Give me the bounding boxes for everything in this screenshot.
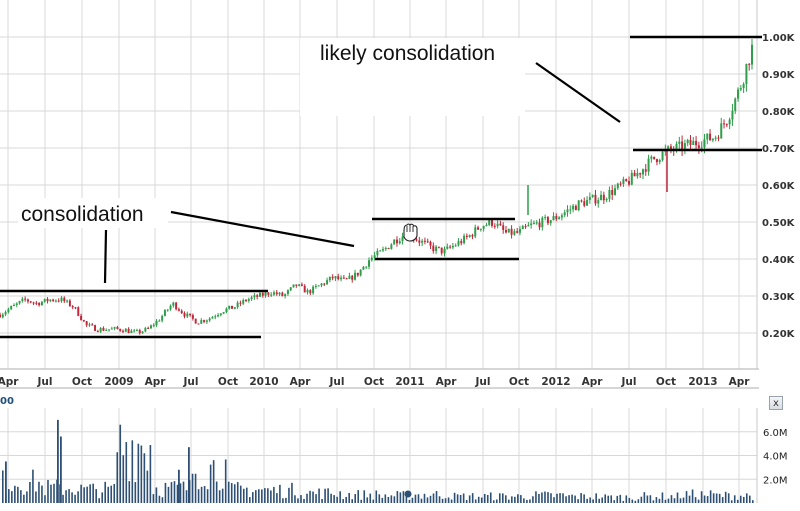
- x-tick-label: Oct: [72, 376, 92, 388]
- pointer-line-right: [170, 210, 355, 248]
- x-tick-label: 2012: [541, 376, 570, 388]
- y-tick-label: 0.80K: [762, 107, 796, 118]
- y-tick-label: 0.30K: [762, 292, 796, 303]
- pointer-line-likely: [535, 62, 621, 123]
- volume-y-axis: 6.0M 4.0M 2.0M: [763, 428, 788, 487]
- pointer-line-down: [103, 229, 108, 284]
- x-tick-label: Apr: [436, 376, 458, 388]
- x-tick-label: Oct: [509, 376, 529, 388]
- y-tick-label: 1.00K: [762, 33, 796, 44]
- annotations: consolidation likely consolidation: [0, 35, 762, 339]
- x-tick-label: 2013: [688, 376, 717, 388]
- x-tick-label: Oct: [656, 376, 676, 388]
- price-y-axis: 1.00K 0.90K 0.80K 0.70K 0.60K 0.50K 0.40K 0.30K…: [762, 33, 796, 340]
- consolidation-label: consolidation: [21, 203, 144, 226]
- y-tick-label: 0.60K: [762, 181, 796, 192]
- y-tick-label: 0.40K: [762, 255, 796, 266]
- x-tick-label: Jul: [37, 376, 53, 388]
- x-tick-label: Jul: [329, 376, 345, 388]
- volume-tick-label: 4.0M: [763, 452, 788, 463]
- x-tick-label: Apr: [582, 376, 604, 388]
- x-tick-label: Jul: [475, 376, 491, 388]
- x-tick-label: Apr: [290, 376, 312, 388]
- candlestick-series: [0, 38, 753, 335]
- y-tick-label: 0.20K: [762, 329, 796, 340]
- x-tick-label: Oct: [364, 376, 384, 388]
- likely-consolidation-label: likely consolidation: [320, 42, 495, 65]
- x-tick-label: 2011: [395, 376, 424, 388]
- y-tick-label: 0.70K: [762, 144, 796, 155]
- date-x-axis: Apr Jul Oct 2009 Apr Jul Oct 2010 Apr Jul Oct 2011 A…: [0, 376, 750, 388]
- hand-cursor-icon: [403, 223, 418, 242]
- volume-tick-label: 2.0M: [763, 475, 788, 486]
- x-tick-label: Apr: [145, 376, 167, 388]
- x-tick-label: 2009: [104, 376, 133, 388]
- x-tick-label: Apr: [729, 376, 751, 388]
- annotation-backdrop: [300, 38, 525, 116]
- volume-grid: [0, 408, 758, 503]
- x-tick-label: Apr: [0, 376, 19, 388]
- y-tick-label: 0.90K: [762, 70, 796, 81]
- x-tick-label: 2010: [249, 376, 278, 388]
- x-tick-label: Jul: [621, 376, 637, 388]
- volume-panel-title: 00: [0, 396, 14, 407]
- volume-bars: [2, 419, 754, 503]
- y-tick-label: 0.50K: [762, 218, 796, 229]
- annotation-backdrop-left: [18, 198, 168, 228]
- volume-tick-label: 6.0M: [763, 428, 788, 439]
- x-tick-label: Oct: [218, 376, 238, 388]
- close-volume-panel-button[interactable]: x: [769, 396, 783, 410]
- x-tick-label: Jul: [183, 376, 199, 388]
